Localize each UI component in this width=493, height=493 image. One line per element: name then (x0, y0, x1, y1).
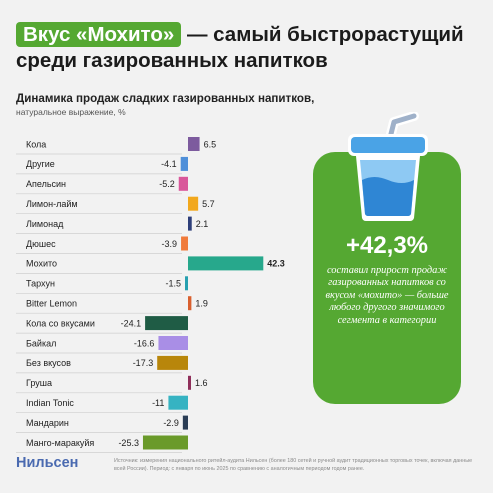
category-label: Апельсин (26, 179, 66, 189)
category-label: Мохито (26, 259, 57, 269)
value-label: 6.5 (204, 139, 217, 149)
bar (158, 336, 188, 350)
bar (181, 236, 188, 251)
category-label: Лимон-лайм (26, 199, 78, 209)
category-label: Без вкусов (26, 358, 71, 368)
bar (182, 415, 188, 430)
value-label: -25.3 (118, 438, 139, 448)
value-label: -11 (152, 398, 164, 408)
nielsen-logo: Нильсен (16, 455, 79, 471)
callout-value: +42,3% (345, 232, 429, 259)
chart-subtitle: натуральное выражение, % (16, 107, 126, 117)
category-label: Байкал (26, 338, 56, 348)
bar (188, 256, 264, 271)
category-label: Indian Tonic (26, 398, 74, 408)
chart-title: Динамика продаж сладких газированных нап… (16, 92, 315, 105)
value-label: -1.5 (165, 279, 181, 289)
bar (185, 276, 188, 291)
bar (188, 137, 200, 151)
bar (188, 196, 199, 211)
headline-line-2: среди газированных напитков (16, 49, 328, 72)
value-label: -3.9 (162, 239, 178, 249)
category-label: Дюшес (26, 239, 56, 249)
category-label: Другие (26, 159, 55, 169)
bar (157, 355, 188, 370)
headline-highlight: Вкус «Мохито» (16, 22, 182, 47)
category-label: Кола (26, 139, 46, 149)
value-label: 1.9 (195, 299, 208, 309)
value-label: 5.7 (202, 199, 215, 209)
callout-text: составил прирост продаж газированных нап… (325, 265, 449, 326)
value-label: -5.2 (159, 179, 175, 189)
bar (188, 296, 192, 311)
headline-line-1: Вкус «Мохито» — самый быстрорастущий (16, 22, 486, 48)
category-label: Манго-маракуйя (26, 438, 94, 448)
headline-rest: — самый быстрорастущий (181, 23, 464, 46)
value-label: 2.1 (196, 219, 209, 229)
bar (145, 316, 188, 331)
value-label: 1.6 (195, 378, 208, 388)
value-label: -24.1 (121, 318, 142, 328)
value-label: 42.3 (267, 259, 285, 269)
value-label: -4.1 (161, 159, 177, 169)
bar (178, 176, 188, 191)
category-label: Тархун (26, 279, 55, 289)
bar (188, 375, 191, 390)
category-label: Груша (26, 378, 52, 388)
headline: Вкус «Мохито» — самый быстрорастущий сре… (16, 22, 486, 74)
category-label: Мандарин (26, 418, 69, 428)
category-label: Bitter Lemon (26, 299, 77, 309)
value-label: -2.9 (163, 418, 179, 428)
value-label: -16.6 (134, 338, 155, 348)
source-note: Источник: измерения национального ритейл… (114, 458, 473, 472)
bar (168, 395, 188, 410)
drink-cup-icon (338, 111, 438, 222)
bar (180, 156, 188, 171)
value-label: -17.3 (133, 358, 154, 368)
category-label: Кола со вкусами (26, 318, 95, 328)
category-label: Лимонад (26, 219, 64, 229)
bar (188, 216, 192, 231)
bar (142, 435, 188, 450)
